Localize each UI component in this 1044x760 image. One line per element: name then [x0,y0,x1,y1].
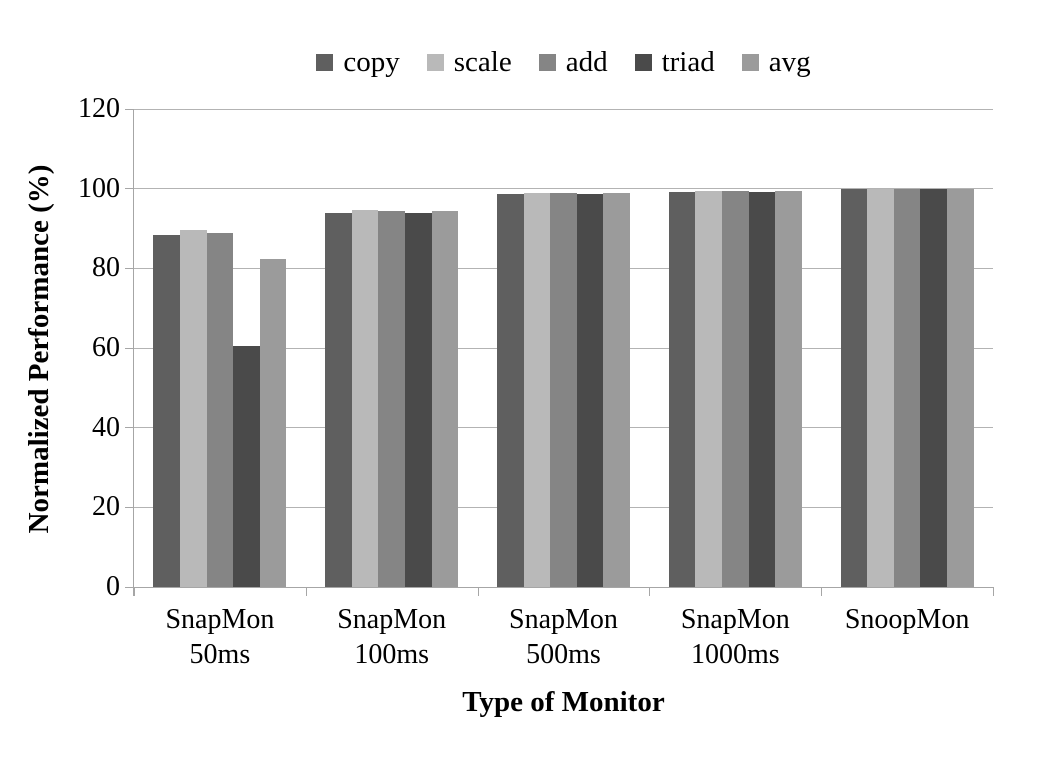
bar-avg-snapmon-100ms [431,211,459,587]
chart-legend: copy scale add triad avg [134,42,993,82]
bar-copy-snapmon-1000ms [668,191,696,587]
y-tick-label-20: 20 [92,491,120,523]
gridline-y-120 [134,108,993,110]
category-label-4: SnapMon 1000ms [649,602,821,672]
bar-avg-snapmon-500ms [603,193,630,587]
category-label-1: SnapMon 50ms [134,602,306,672]
bar-add-snapmon-500ms [550,193,577,587]
bar-scale-snapmon-100ms [351,210,379,587]
y-tick-80 [125,267,134,269]
legend-label-scale: scale [453,45,512,78]
gridline-y-100 [134,188,993,190]
y-tick-40 [125,427,134,429]
y-tick-label-80: 80 [92,252,120,284]
category-label-line: SnapMon [509,604,618,635]
bar-triad-snoopmon [920,188,947,587]
bar-avg-snoopmon [947,188,974,587]
legend-item-scale: scale [426,45,512,79]
category-label-line: SnapMon [680,604,790,635]
legend-swatch-scale [426,53,444,71]
gridline-y-0 [134,586,993,588]
category-label-line: 500ms [526,639,601,670]
legend-label-triad: triad [661,45,715,78]
bar-add-snapmon-100ms [378,210,405,587]
bar-scale-snapmon-500ms [523,193,551,587]
legend-swatch-avg [741,53,759,71]
y-tick-100 [125,188,134,190]
bar-avg-snapmon-1000ms [775,191,802,587]
y-tick-label-60: 60 [92,332,120,363]
category-label-line: SnapMon [337,604,447,635]
y-tick-20 [125,506,134,508]
category-label-line: 50ms [189,639,251,670]
y-tick-label-0: 0 [106,571,120,602]
bar-copy-snapmon-100ms [325,212,352,587]
bar-add-snapmon-50ms [206,232,234,587]
bar-copy-snoopmon [840,188,868,587]
bar-triad-snapmon-1000ms [748,191,776,587]
legend-item-add: add [538,45,608,79]
y-tick-60 [125,347,134,349]
legend-item-triad: triad [634,45,715,79]
legend-label-avg: avg [768,45,811,78]
bar-scale-snapmon-1000ms [695,191,722,587]
legend-label-copy: copy [343,45,400,78]
bar-add-snoopmon [893,188,921,587]
legend-swatch-copy [316,53,334,71]
legend-item-copy: copy [316,45,400,79]
x-tick-3 [649,587,651,596]
y-tick-label-120: 120 [78,93,120,124]
legend-item-avg: avg [741,45,811,79]
x-tick-4 [821,587,823,596]
x-tick-1 [305,587,307,596]
x-tick-0 [134,587,135,596]
y-tick-label-40: 40 [92,411,120,443]
legend-swatch-triad [634,53,652,71]
category-label-line: 1000ms [690,639,780,670]
category-label-line: SnapMon [165,604,275,635]
bar-triad-snapmon-50ms [233,346,260,587]
bar-copy-snapmon-50ms [153,234,180,587]
bar-triad-snapmon-500ms [576,193,604,587]
x-tick-2 [477,587,479,596]
y-tick-label-100: 100 [78,172,120,204]
category-label-2: SnapMon 100ms [306,602,478,672]
bar-copy-snapmon-500ms [497,193,524,587]
legend-label-add: add [565,45,608,78]
category-label-5: SnoopMon [821,602,993,637]
legend-swatch-add [538,53,556,71]
bar-scale-snoopmon [867,188,894,587]
x-axis-title: Type of Monitor [462,686,665,718]
bar-triad-snapmon-100ms [405,212,432,587]
bar-scale-snapmon-50ms [180,230,207,587]
y-tick-120 [125,108,134,110]
category-label-3: SnapMon 500ms [478,602,650,672]
x-tick-5 [993,587,994,596]
y-axis-line [133,109,134,596]
category-label-line: 100ms [354,639,430,670]
bar-add-snapmon-1000ms [722,191,749,587]
category-label-line: SnoopMon [844,604,970,635]
bar-avg-snapmon-50ms [259,258,287,587]
y-tick-0 [125,586,134,588]
